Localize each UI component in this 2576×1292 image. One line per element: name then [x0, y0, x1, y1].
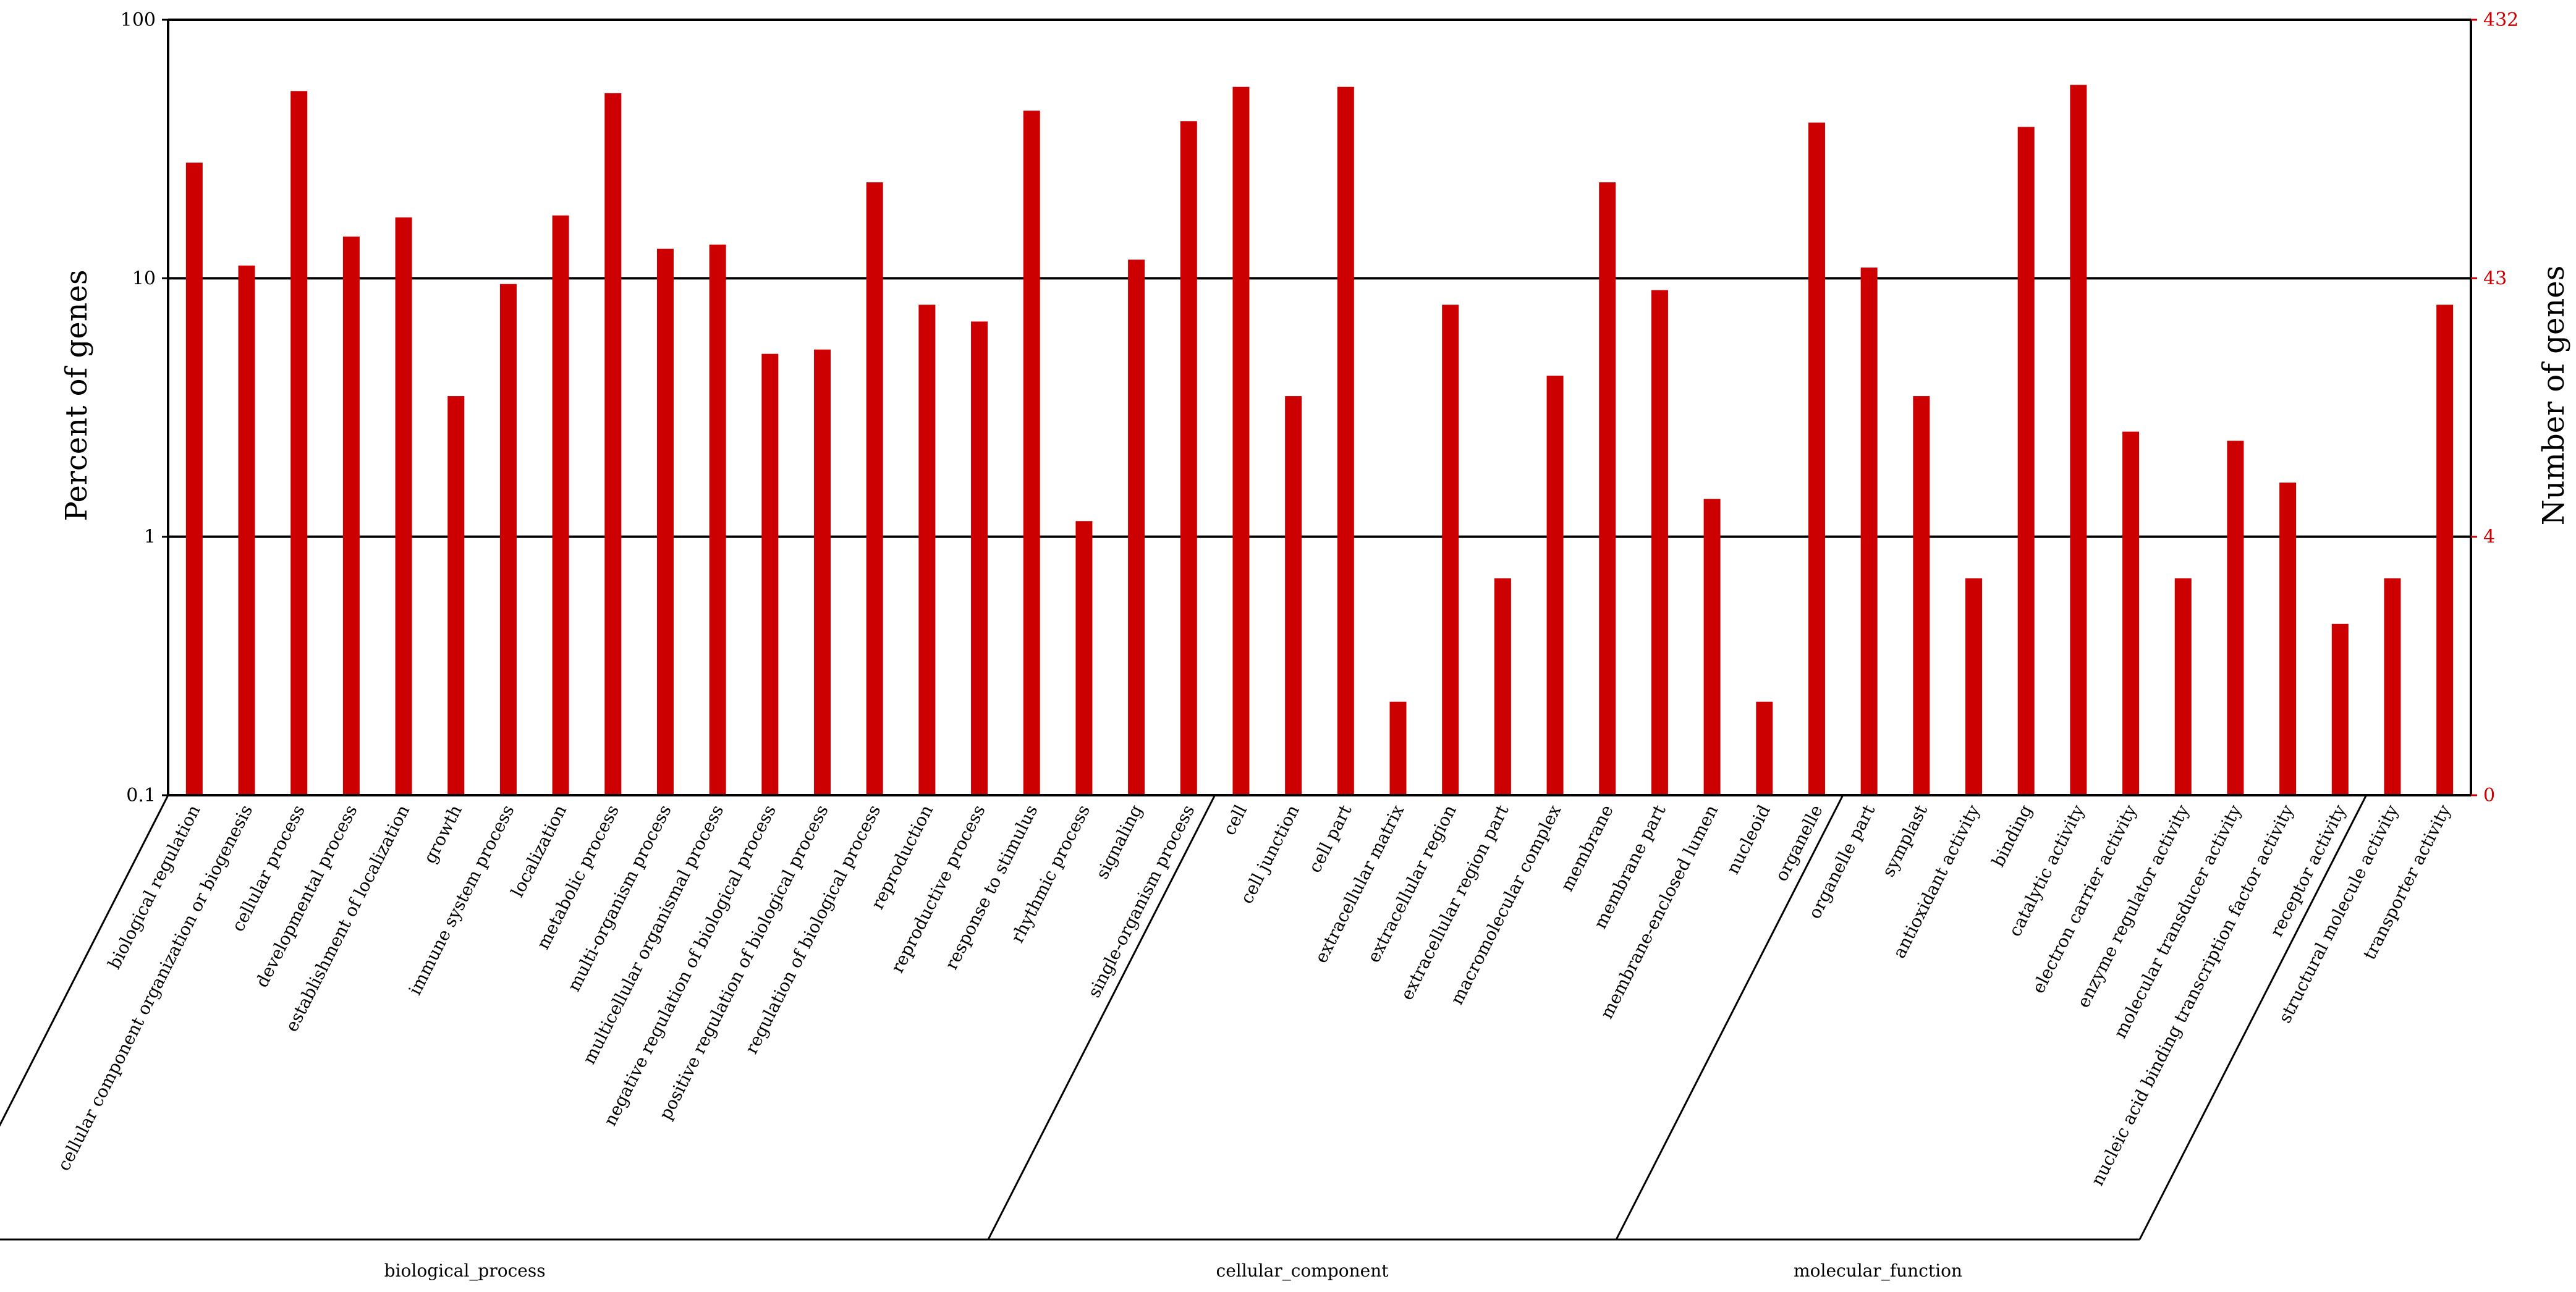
bar [1860, 268, 1878, 795]
bar [2122, 431, 2140, 795]
bar [1756, 701, 1773, 795]
bar [1599, 182, 1616, 795]
category-label: cellular component organization or bioge… [53, 801, 256, 1174]
left-tick-labels: 100 10 1 0.1 [121, 9, 156, 806]
category-label: multi-organism process [564, 801, 676, 995]
right-tick-label: 0 [2483, 785, 2495, 806]
left-tick-label: 0.1 [126, 785, 156, 806]
category-label: biological regulation [104, 801, 205, 972]
bar [971, 321, 988, 795]
category-label: response to stimulus [941, 801, 1041, 973]
bar [918, 305, 936, 796]
left-tick-label: 100 [121, 9, 156, 31]
category-label: cell part [1304, 801, 1355, 876]
bar [709, 244, 726, 795]
gridlines [168, 277, 2471, 538]
bar [1180, 121, 1197, 796]
right-tick-label: 4 [2483, 526, 2495, 548]
bar [1128, 260, 1145, 795]
bar [1494, 578, 1511, 795]
right-tick-label: 43 [2483, 268, 2507, 289]
group-brackets: biological_process cellular_component mole… [0, 795, 2367, 1281]
bar [1546, 375, 1564, 795]
group-divider [987, 795, 1216, 1240]
bars [185, 85, 2454, 796]
category-label: localization [507, 801, 570, 900]
category-label: membrane [1556, 801, 1617, 895]
category-label: nucleoid [1722, 801, 1774, 877]
bar [2279, 483, 2297, 795]
category-label: cell [1219, 801, 1251, 838]
category-label: symplast [1878, 801, 1932, 880]
right-tick-label: 432 [2483, 9, 2519, 31]
category-label: nucleic acid binding transcription facto… [2087, 801, 2298, 1189]
bar [185, 163, 203, 795]
bar [1285, 396, 1302, 795]
y-axis-title-right: Number of genes [2536, 266, 2571, 526]
axes [162, 19, 2477, 796]
category-label: binding [1988, 801, 2036, 870]
category-label: single-organism process [1083, 801, 1198, 1000]
bar [761, 353, 779, 795]
bar [2174, 578, 2192, 795]
group-label: biological_process [384, 1260, 546, 1281]
y-axis-title-left: Percent of genes [59, 269, 94, 521]
bar [656, 248, 674, 796]
category-label: developmental process [252, 801, 362, 990]
group-divider [1615, 795, 1844, 1240]
bar [395, 217, 412, 795]
group-label: molecular_function [1794, 1260, 1962, 1281]
bar [1232, 87, 1250, 795]
bar [1075, 521, 1093, 795]
category-label: signaling [1091, 801, 1146, 882]
bar [1023, 111, 1040, 795]
bar [1808, 122, 1825, 796]
bar [2070, 85, 2087, 796]
bar [499, 284, 517, 795]
category-label: reproductive process [887, 801, 989, 976]
left-tick-label: 10 [132, 268, 156, 289]
bar [1337, 87, 1354, 795]
group-divider [2138, 795, 2367, 1240]
bar [290, 91, 308, 795]
category-label: growth [420, 801, 466, 866]
category-label: electron carrier activity [2028, 801, 2141, 997]
bar [342, 236, 360, 795]
bar [238, 265, 255, 796]
left-tick-label: 1 [144, 526, 156, 548]
bar [604, 93, 622, 795]
bar [2436, 305, 2454, 796]
bar [1913, 396, 1930, 795]
bar [447, 396, 465, 795]
bar [1651, 290, 1668, 795]
category-label: immune system process [405, 801, 519, 998]
bar [1965, 578, 1983, 795]
bar [814, 349, 831, 795]
bar [2331, 623, 2349, 795]
bar [552, 215, 569, 795]
group-divider [0, 795, 169, 1127]
bar [1389, 701, 1407, 795]
bar [2017, 127, 2035, 796]
bar [2227, 441, 2244, 795]
bar [866, 182, 883, 795]
bar [2384, 578, 2401, 795]
bar [1442, 305, 1459, 796]
bar [1703, 499, 1721, 795]
right-tick-labels: 432 43 4 0 [2483, 9, 2519, 806]
group-label: cellular_component [1216, 1260, 1389, 1281]
